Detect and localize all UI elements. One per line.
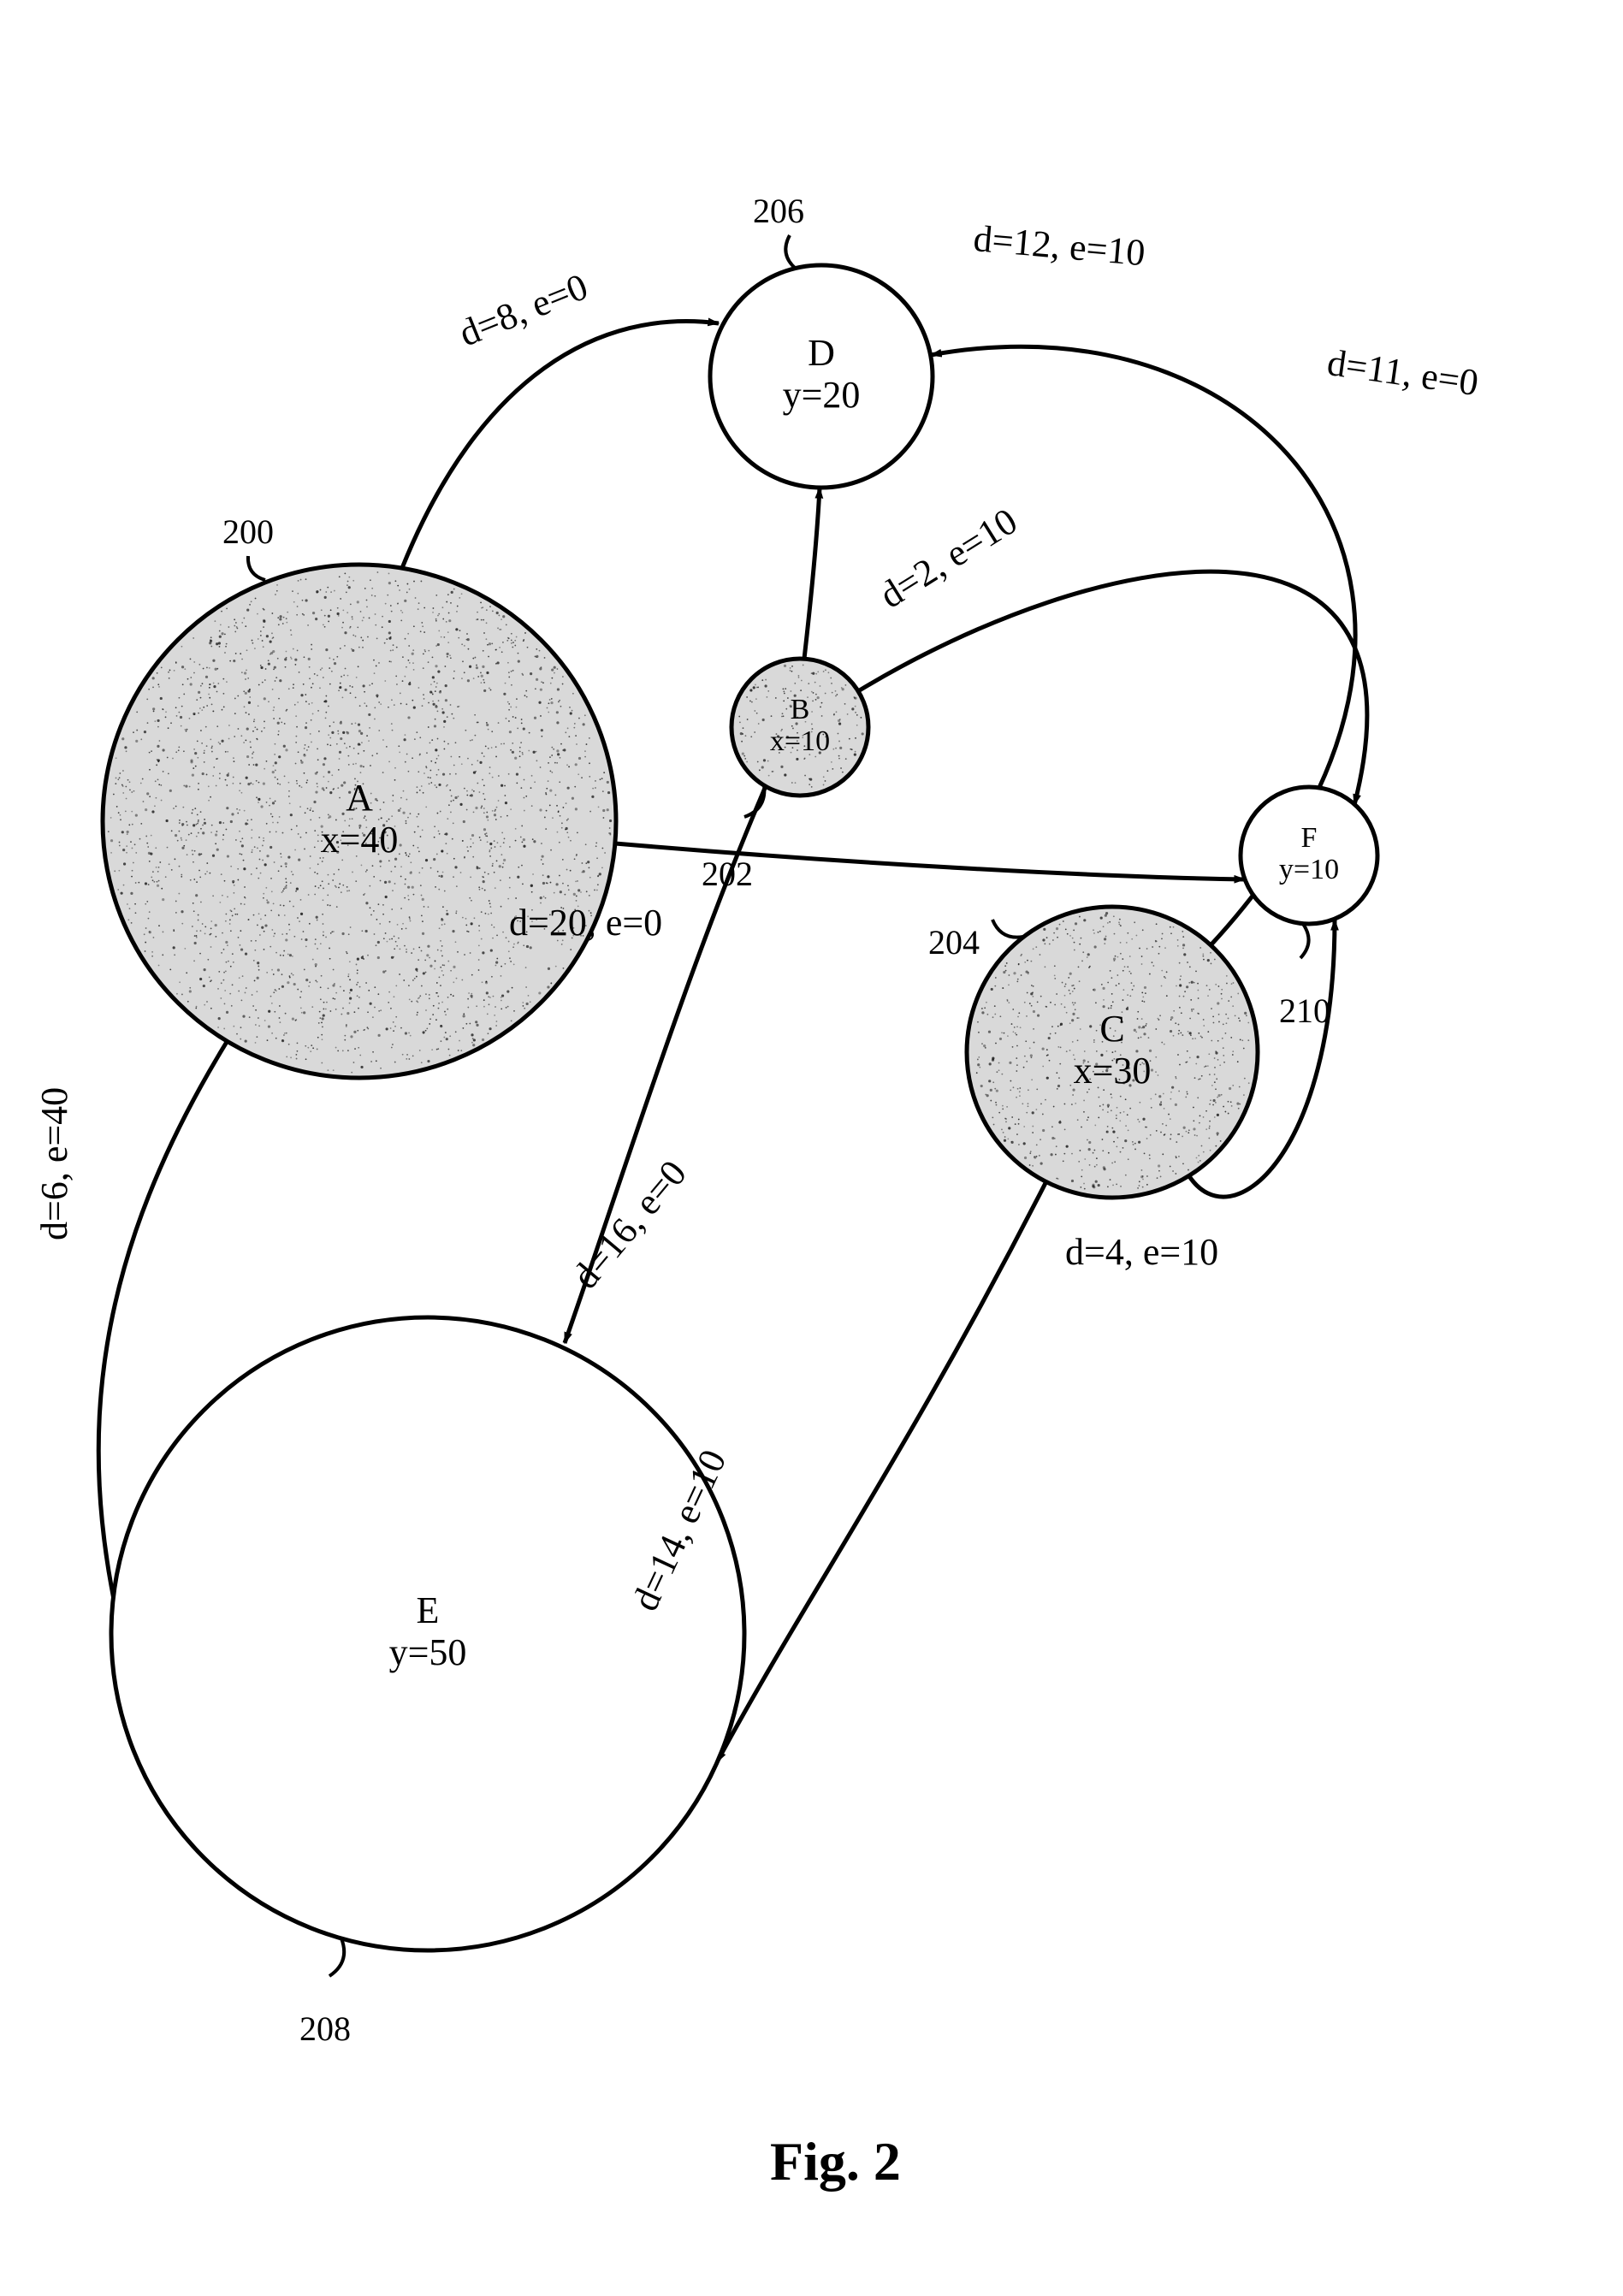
callout-E: 208 [299,2010,351,2048]
edge-CE [717,1181,1046,1762]
figure-caption: Fig. 2 [770,2130,901,2193]
callout-A: 200 [222,513,274,551]
edge-AD [402,322,719,568]
node-A-value: x=40 [103,820,616,861]
edge-BF [858,571,1367,805]
edge-label-AF: d=20, e=0 [509,902,662,944]
node-D-value: y=20 [710,375,933,416]
node-F-id: F [1241,822,1377,854]
edge-label-AE: d=6, e=40 [34,1087,75,1240]
node-C-label: C x=30 [967,1009,1258,1092]
callout-tick-E [329,1938,344,1976]
edge-label-CF: d=4, e=10 [1065,1232,1218,1273]
callout-tick-D [785,235,796,269]
callout-F: 210 [1279,992,1330,1030]
node-D-label: D y=20 [710,333,933,416]
callout-D: 206 [753,192,804,230]
node-B-label: B x=10 [732,694,868,758]
node-B-id: B [732,694,868,725]
figure-2-container: { "type": "network", "figure_label": "Fi… [0,0,1623,2296]
node-B-value: x=10 [732,725,868,757]
node-E-value: y=50 [111,1632,744,1673]
node-D-id: D [710,333,933,374]
callout-tick-A [248,556,265,580]
callout-B: 202 [702,855,753,893]
callout-tick-C [992,920,1023,938]
node-A-label: A x=40 [103,778,616,861]
callout-tick-F [1300,924,1309,958]
edge-BD [804,488,820,659]
node-F-value: y=10 [1241,854,1377,885]
node-C-value: x=30 [967,1050,1258,1092]
callout-C: 204 [928,924,980,962]
node-C-id: C [967,1009,1258,1050]
callout-tick-B [744,785,764,817]
node-F-label: F y=10 [1241,822,1377,886]
node-A-id: A [103,778,616,819]
